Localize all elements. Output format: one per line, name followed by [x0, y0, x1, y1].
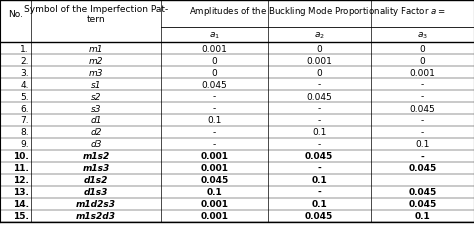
Text: -: -	[318, 80, 321, 89]
Text: 9.: 9.	[20, 140, 29, 149]
Text: s1: s1	[91, 80, 101, 89]
Text: 4.: 4.	[20, 80, 29, 89]
Text: 0.001: 0.001	[201, 152, 228, 161]
Text: $a_1$: $a_1$	[209, 30, 220, 41]
Text: 1.: 1.	[20, 44, 29, 54]
Text: 0.045: 0.045	[410, 104, 435, 113]
Text: 0.1: 0.1	[311, 199, 327, 208]
Text: d1s3: d1s3	[84, 187, 108, 196]
Text: 11.: 11.	[13, 164, 29, 173]
Text: 14.: 14.	[13, 199, 29, 208]
Text: m1s2d3: m1s2d3	[76, 211, 116, 220]
Text: 0.045: 0.045	[201, 175, 228, 185]
Text: -: -	[318, 164, 321, 173]
Text: m1s3: m1s3	[82, 164, 109, 173]
Text: -: -	[318, 140, 321, 149]
Text: 0: 0	[316, 44, 322, 54]
Text: -: -	[213, 104, 216, 113]
Text: -: -	[420, 152, 424, 161]
Text: -: -	[421, 128, 424, 137]
Text: 0.001: 0.001	[201, 211, 228, 220]
Text: d3: d3	[90, 140, 102, 149]
Text: 0.001: 0.001	[410, 68, 435, 77]
Text: s3: s3	[91, 104, 101, 113]
Text: 8.: 8.	[20, 128, 29, 137]
Text: -: -	[421, 80, 424, 89]
Text: d1: d1	[90, 116, 102, 125]
Text: -: -	[213, 92, 216, 101]
Text: m2: m2	[89, 56, 103, 65]
Text: 0.045: 0.045	[408, 187, 437, 196]
Text: -: -	[318, 104, 321, 113]
Text: -: -	[421, 116, 424, 125]
Text: 0.045: 0.045	[408, 199, 437, 208]
Text: Symbol of the Imperfection Pat-
tern: Symbol of the Imperfection Pat- tern	[24, 5, 168, 24]
Text: m1: m1	[89, 44, 103, 54]
Text: d1s2: d1s2	[84, 175, 108, 185]
Text: 7.: 7.	[20, 116, 29, 125]
Text: 0.1: 0.1	[311, 175, 327, 185]
Text: 15.: 15.	[13, 211, 29, 220]
Text: 3.: 3.	[20, 68, 29, 77]
Text: -: -	[318, 116, 321, 125]
Text: 0.1: 0.1	[415, 140, 429, 149]
Text: 13.: 13.	[13, 187, 29, 196]
Text: 5.: 5.	[20, 92, 29, 101]
Text: 0.001: 0.001	[306, 56, 332, 65]
Text: d2: d2	[90, 128, 102, 137]
Text: 0.1: 0.1	[414, 211, 430, 220]
Text: 0.045: 0.045	[201, 80, 228, 89]
Text: Amplitudes of the Buckling Mode Proportionality Factor $a=$: Amplitudes of the Buckling Mode Proporti…	[189, 5, 446, 18]
Text: 0.045: 0.045	[408, 164, 437, 173]
Text: 0.1: 0.1	[207, 187, 222, 196]
Text: 0: 0	[419, 44, 425, 54]
Text: 0.045: 0.045	[305, 211, 333, 220]
Text: 0.001: 0.001	[201, 164, 228, 173]
Text: -: -	[213, 140, 216, 149]
Text: 10.: 10.	[13, 152, 29, 161]
Text: 0.001: 0.001	[201, 199, 228, 208]
Text: s2: s2	[91, 92, 101, 101]
Text: m1d2s3: m1d2s3	[76, 199, 116, 208]
Text: 0: 0	[211, 68, 218, 77]
Text: 6.: 6.	[20, 104, 29, 113]
Text: m3: m3	[89, 68, 103, 77]
Text: 0.1: 0.1	[312, 128, 327, 137]
Text: 0.045: 0.045	[305, 152, 333, 161]
Text: $a_2$: $a_2$	[314, 30, 325, 41]
Text: 2.: 2.	[20, 56, 29, 65]
Text: 0: 0	[316, 68, 322, 77]
Text: 0: 0	[211, 56, 218, 65]
Text: -: -	[318, 187, 321, 196]
Text: 12.: 12.	[13, 175, 29, 185]
Text: 0: 0	[419, 56, 425, 65]
Text: 0.045: 0.045	[306, 92, 332, 101]
Text: m1s2: m1s2	[82, 152, 109, 161]
Text: No.: No.	[8, 10, 23, 19]
Text: $a_3$: $a_3$	[417, 30, 428, 41]
Text: -: -	[421, 92, 424, 101]
Text: -: -	[213, 128, 216, 137]
Text: 0.1: 0.1	[207, 116, 222, 125]
Text: 0.001: 0.001	[201, 44, 228, 54]
